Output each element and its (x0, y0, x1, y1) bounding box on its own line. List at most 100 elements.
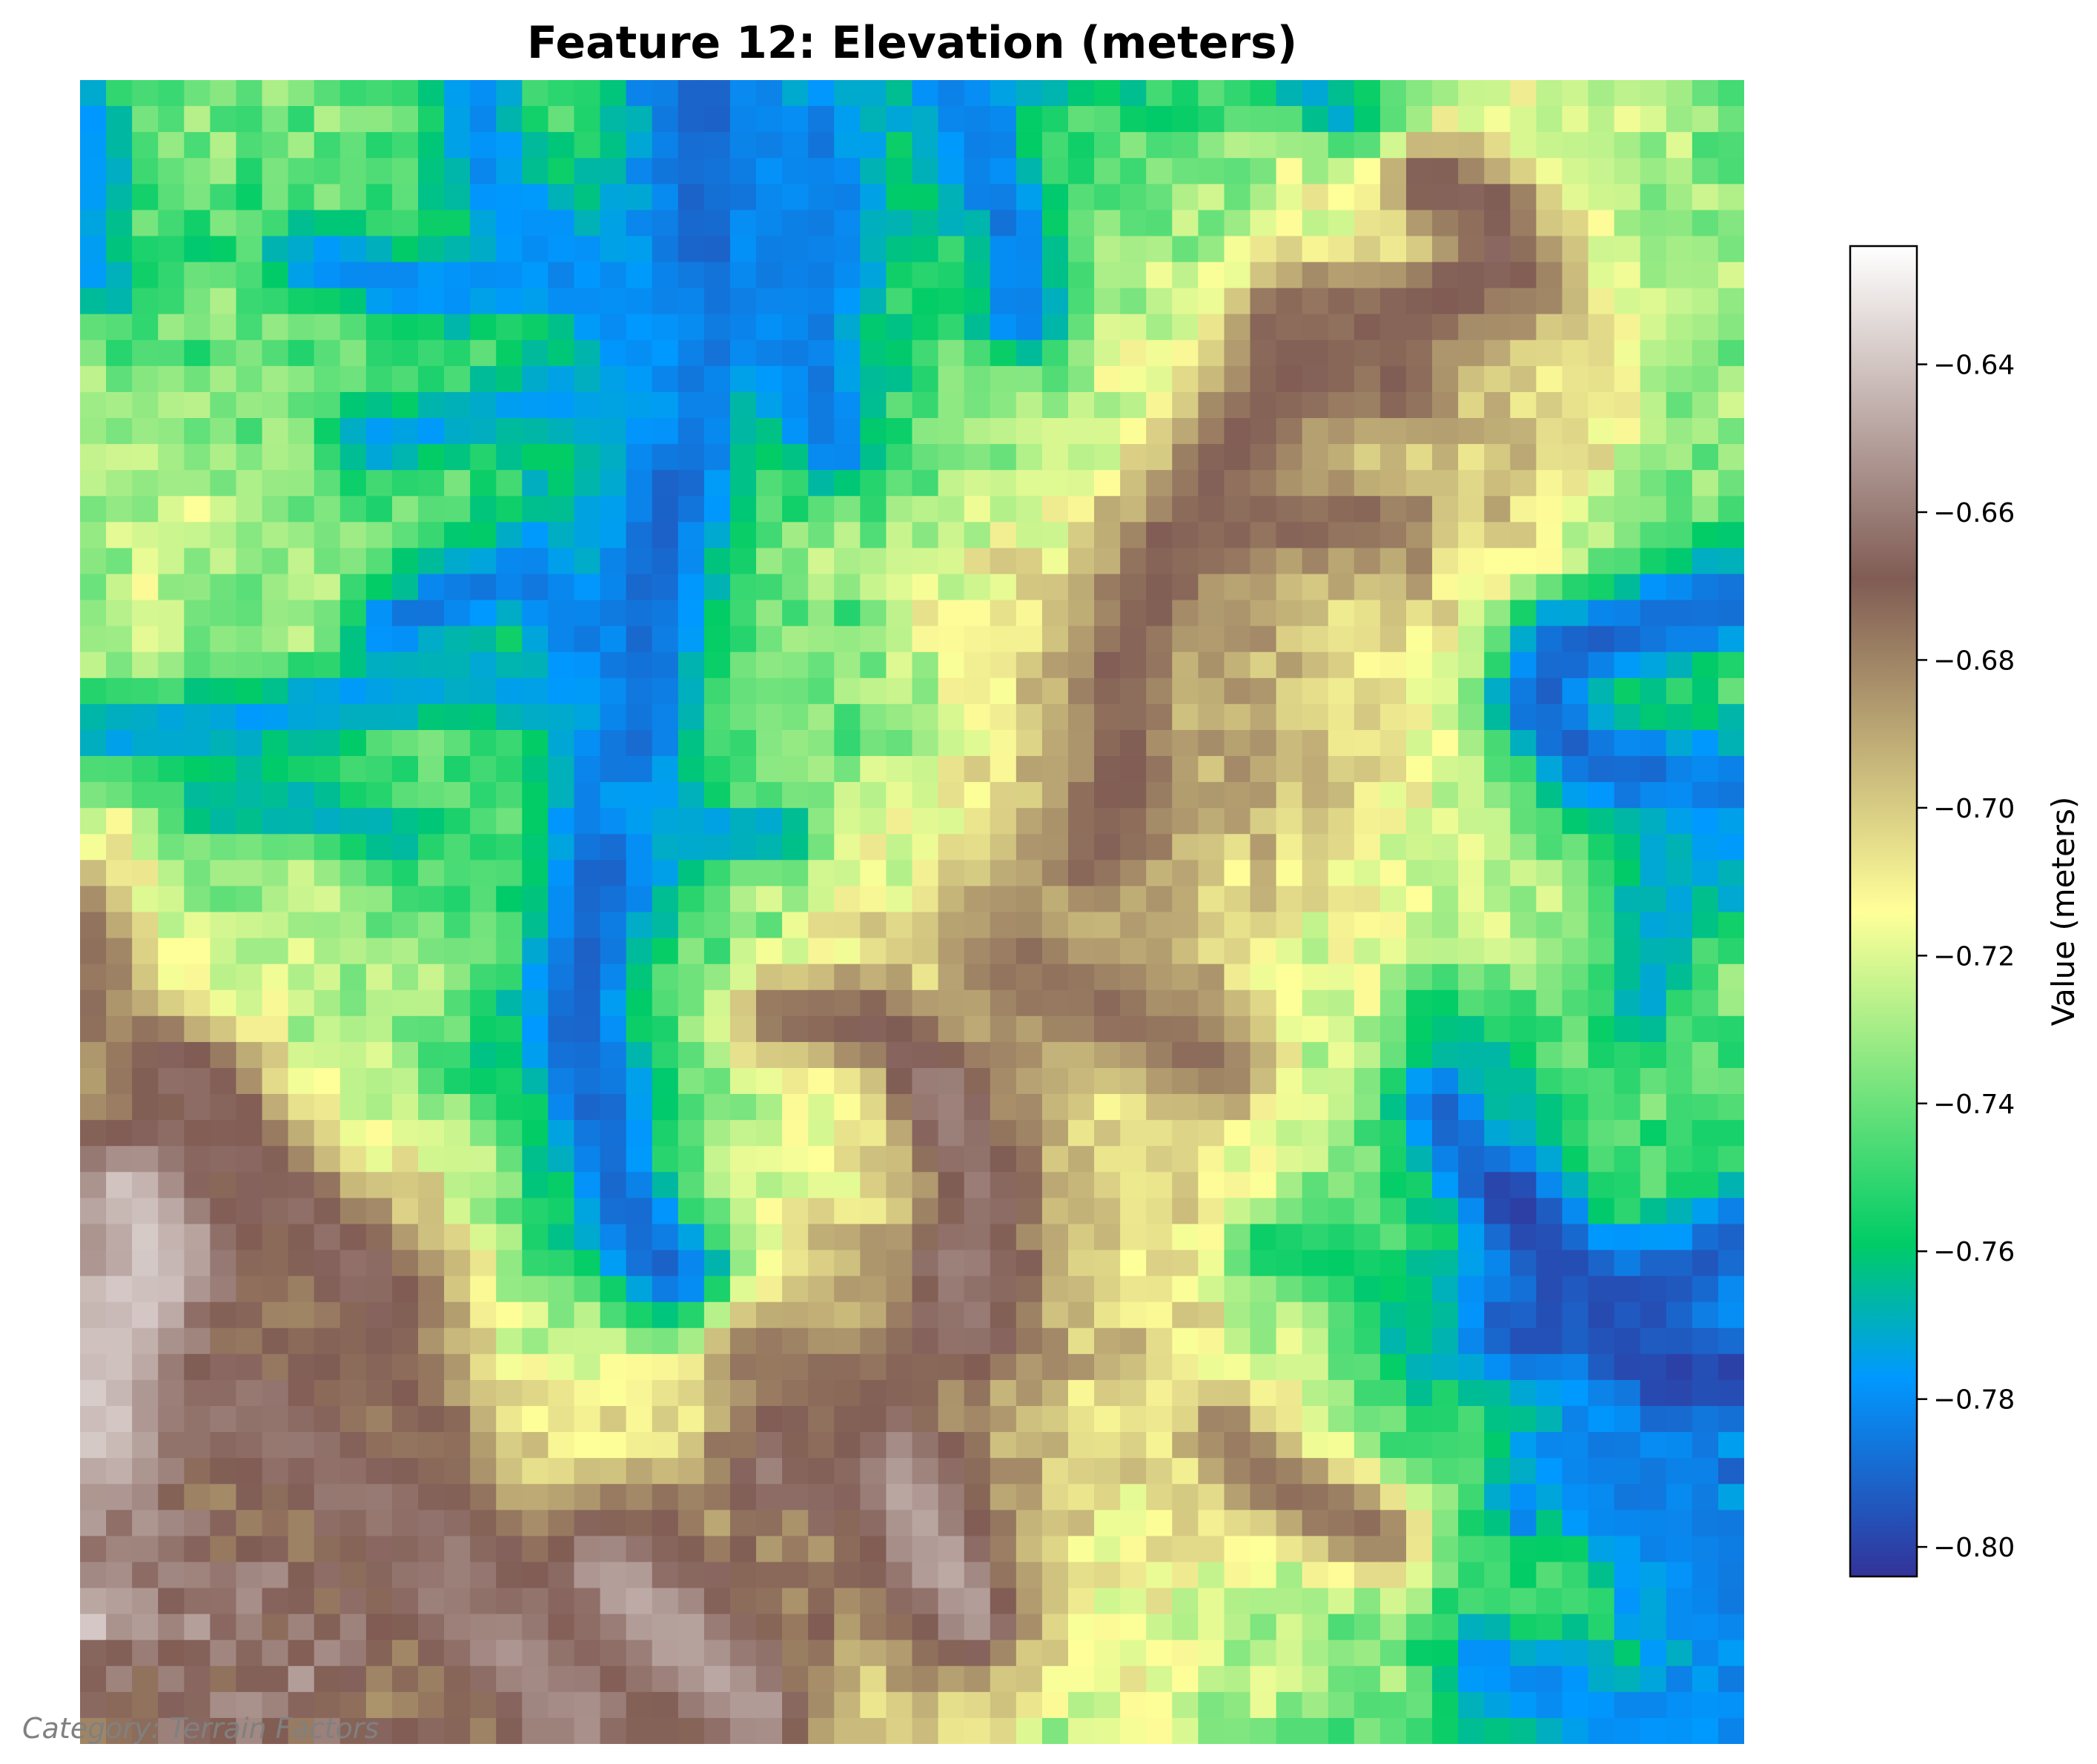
heatmap-cell (288, 782, 315, 809)
heatmap-cell (210, 626, 237, 653)
heatmap-cell (132, 1484, 159, 1511)
heatmap-cell (262, 339, 289, 367)
heatmap-cell (522, 1353, 549, 1381)
heatmap-cell (522, 938, 549, 965)
heatmap-cell (652, 1327, 679, 1355)
heatmap-cell (1379, 496, 1407, 523)
heatmap-cell (600, 1484, 627, 1511)
heatmap-cell (1484, 236, 1511, 263)
heatmap-cell (1458, 834, 1485, 861)
heatmap-cell (1484, 496, 1511, 523)
heatmap-cell (1198, 756, 1225, 783)
heatmap-cell (1432, 80, 1459, 107)
heatmap-cell (496, 106, 523, 133)
heatmap-cell (210, 964, 237, 991)
heatmap-cell (808, 964, 835, 991)
heatmap-cell (80, 1146, 107, 1173)
heatmap-cell (1405, 339, 1433, 367)
heatmap-cell (1562, 1353, 1589, 1381)
heatmap-cell (418, 1353, 445, 1381)
heatmap-cell (184, 470, 211, 497)
heatmap-cell (1379, 339, 1407, 367)
heatmap-cell (210, 496, 237, 523)
heatmap-cell (1328, 1041, 1355, 1069)
heatmap-cell (1146, 1146, 1173, 1173)
heatmap-cell (262, 1510, 289, 1536)
heatmap-cell (756, 1146, 783, 1173)
heatmap-cell (1692, 418, 1719, 445)
heatmap-cell (1432, 1041, 1459, 1069)
heatmap-cell (80, 314, 107, 341)
heatmap-cell (729, 1484, 757, 1511)
heatmap-cell (548, 600, 575, 627)
heatmap-cell (990, 1094, 1017, 1121)
heatmap-cell (729, 1691, 757, 1719)
heatmap-cell (1067, 1276, 1095, 1303)
heatmap-cell (1379, 1198, 1407, 1225)
heatmap-cell (1250, 834, 1277, 861)
heatmap-cell (1354, 1120, 1381, 1147)
heatmap-cell (288, 391, 315, 419)
heatmap-cell (339, 964, 367, 991)
heatmap-cell (834, 1536, 861, 1563)
heatmap-cell (132, 677, 159, 705)
heatmap-cell (1588, 912, 1615, 939)
heatmap-cell (470, 782, 497, 809)
heatmap-cell (964, 262, 991, 289)
heatmap-cell (522, 106, 549, 133)
heatmap-cell (132, 756, 159, 783)
heatmap-cell (1172, 729, 1199, 757)
heatmap-cell (1354, 262, 1381, 289)
heatmap-cell (1458, 1379, 1485, 1407)
heatmap-cell (522, 496, 549, 523)
heatmap-cell (600, 703, 627, 731)
heatmap-cell (1041, 912, 1069, 939)
heatmap-cell (1016, 132, 1043, 159)
heatmap-cell (522, 651, 549, 679)
heatmap-cell (314, 1276, 341, 1303)
heatmap-cell (703, 989, 731, 1017)
heatmap-cell (548, 964, 575, 991)
heatmap-cell (314, 132, 341, 159)
heatmap-cell (1302, 729, 1329, 757)
heatmap-cell (1198, 1094, 1225, 1121)
heatmap-cell (1198, 1224, 1225, 1251)
heatmap-cell (626, 1094, 653, 1121)
heatmap-cell (1588, 1639, 1615, 1667)
heatmap-cell (652, 80, 679, 107)
heatmap-cell (912, 470, 939, 497)
heatmap-cell (210, 729, 237, 757)
heatmap-cell (729, 184, 757, 210)
heatmap-cell (729, 391, 757, 419)
heatmap-cell (600, 1432, 627, 1459)
heatmap-cell (210, 1224, 237, 1251)
heatmap-cell (496, 1639, 523, 1667)
heatmap-cell (365, 470, 393, 497)
heatmap-cell (1276, 1276, 1303, 1303)
heatmap-cell (236, 236, 263, 263)
heatmap-cell (1354, 1717, 1381, 1744)
heatmap-cell (391, 1717, 419, 1744)
heatmap-cell (548, 1510, 575, 1536)
heatmap-cell (703, 1510, 731, 1536)
heatmap-cell (365, 729, 393, 757)
heatmap-cell (626, 860, 653, 887)
heatmap-cell (652, 106, 679, 133)
heatmap-cell (1379, 886, 1407, 913)
heatmap-cell (1536, 548, 1563, 575)
heatmap-cell (444, 860, 471, 887)
heatmap-cell (808, 1691, 835, 1719)
heatmap-cell (262, 1691, 289, 1719)
heatmap-cell (339, 1510, 367, 1536)
heatmap-cell (1432, 418, 1459, 445)
heatmap-cell (1198, 912, 1225, 939)
heatmap-cell (106, 80, 133, 107)
heatmap-cell (262, 496, 289, 523)
heatmap-cell (600, 339, 627, 367)
heatmap-cell (184, 860, 211, 887)
heatmap-cell (106, 1353, 133, 1381)
heatmap-cell (1198, 626, 1225, 653)
heatmap-cell (1067, 339, 1095, 367)
heatmap-cell (1276, 1458, 1303, 1485)
heatmap-cell (132, 1510, 159, 1536)
